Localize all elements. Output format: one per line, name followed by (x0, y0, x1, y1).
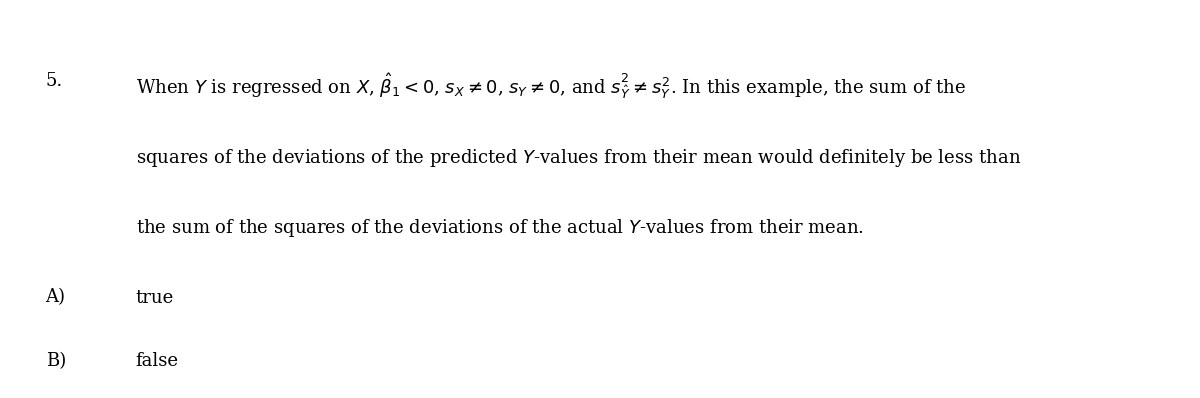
Text: squares of the deviations of the predicted $Y$-values from their mean would defi: squares of the deviations of the predict… (136, 147, 1021, 169)
Text: When $Y$ is regressed on $X$, $\hat{\beta}_1 < 0$, $s_X \neq 0$, $s_Y \neq 0$, a: When $Y$ is regressed on $X$, $\hat{\bet… (136, 72, 966, 101)
Text: the sum of the squares of the deviations of the actual $Y$-values from their mea: the sum of the squares of the deviations… (136, 217, 864, 239)
Text: B): B) (46, 352, 66, 370)
Text: true: true (136, 289, 174, 306)
Text: A): A) (46, 289, 66, 306)
Text: false: false (136, 352, 179, 370)
Text: 5.: 5. (46, 72, 62, 90)
